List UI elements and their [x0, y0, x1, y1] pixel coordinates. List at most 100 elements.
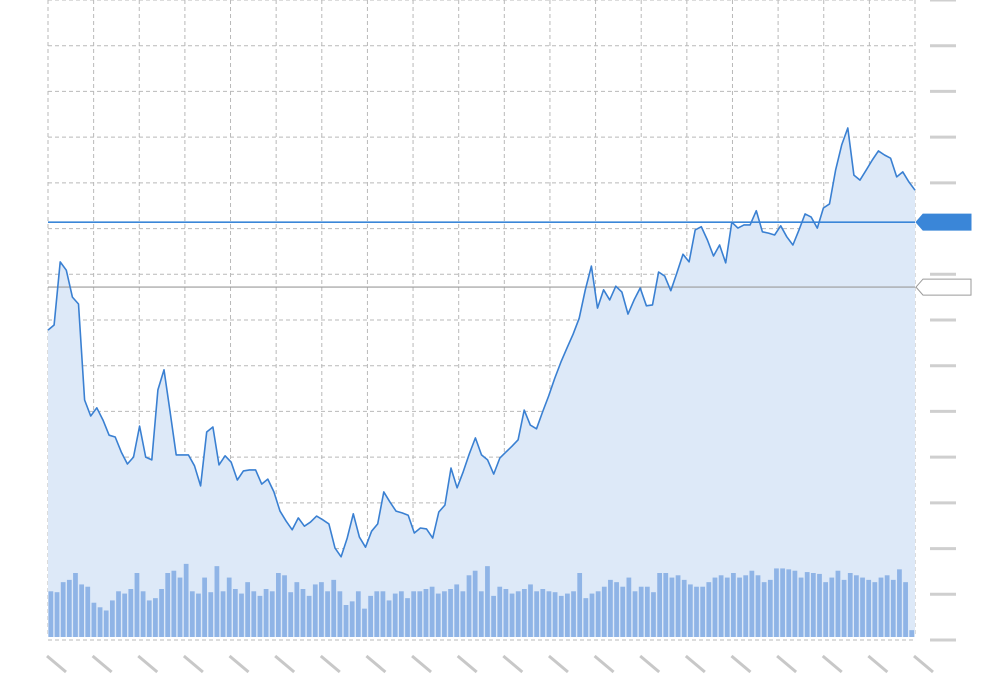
volume-bar [171, 570, 177, 637]
volume-bar [331, 579, 337, 637]
volume-bar [700, 586, 706, 637]
volume-bar [454, 584, 460, 637]
volume-bar [866, 579, 872, 637]
volume-bar [128, 589, 134, 637]
volume-bar [497, 586, 503, 637]
volume-bar [626, 577, 632, 637]
volume-bar [448, 589, 453, 637]
volume-bar [48, 591, 54, 637]
area [48, 128, 915, 637]
x-tick-mark [411, 654, 433, 674]
volume-bar [509, 593, 515, 637]
volume-bar [232, 589, 238, 637]
volume-bar [153, 598, 158, 637]
volume-bar [614, 582, 619, 637]
volume-bar [116, 591, 121, 637]
volume-bar [552, 592, 558, 637]
volume-bar [817, 573, 822, 637]
volume-bar [472, 570, 478, 637]
volume-bar [73, 573, 78, 637]
volume-bar [251, 591, 257, 637]
x-tick-mark [639, 654, 661, 674]
volume-bar [663, 573, 669, 637]
volume-bar [122, 593, 128, 637]
volume-bar [429, 586, 435, 637]
volume-bar [392, 593, 398, 637]
volume-bar [85, 586, 91, 637]
volume-bar [405, 598, 410, 637]
volume-bar [540, 589, 546, 637]
volume-bar [878, 577, 884, 637]
volume-bar [571, 591, 576, 637]
volume-bar [780, 568, 785, 637]
volume-bar [380, 591, 386, 637]
volume-bar [767, 579, 773, 637]
volume-bar [140, 591, 146, 637]
volume-bar [343, 605, 349, 637]
volume-bar [306, 595, 312, 637]
volume-bar [743, 575, 749, 637]
x-tick-mark [867, 654, 889, 674]
volume-bar [196, 593, 201, 637]
x-tick-mark [776, 654, 798, 674]
volume-bar [909, 630, 915, 637]
volume-bar [601, 586, 607, 637]
volume-bar [460, 591, 466, 637]
volume-bar [226, 577, 232, 637]
volume-bar [282, 575, 287, 637]
volume-bar [263, 589, 269, 637]
volume-bar [485, 566, 490, 637]
volume-bar [749, 570, 755, 637]
volume-bar [558, 595, 564, 637]
volume-bar [829, 577, 835, 637]
volume-bar [608, 579, 613, 637]
volume-bar [103, 610, 109, 637]
volume-bar [694, 586, 699, 637]
volume-bar [325, 591, 330, 637]
volume-bar [257, 595, 263, 637]
volume-bar [79, 584, 84, 637]
volume-bar [792, 570, 798, 637]
volume-bar [903, 582, 908, 637]
volume-bar [478, 591, 484, 637]
volume-bar [466, 575, 472, 637]
volume-bar [288, 592, 294, 637]
volume-bar [515, 591, 521, 637]
volume-bar [276, 573, 281, 637]
volume-bar [675, 575, 681, 637]
volume-bar [239, 593, 244, 637]
volume-bar [755, 575, 761, 637]
x-tick-mark [319, 654, 341, 674]
volume-bar [300, 589, 306, 637]
volume-bar [521, 589, 527, 637]
volume-bar [245, 582, 251, 637]
volume-bar [503, 589, 509, 637]
reference-tag [915, 213, 972, 231]
volume-bar [183, 563, 189, 637]
volume-bar [737, 577, 742, 637]
volume-bar [872, 582, 878, 637]
volume-bar [435, 593, 441, 637]
volume-bar [638, 586, 644, 637]
volume-bar [208, 592, 214, 637]
volume-bar [411, 591, 417, 637]
volume-bar [319, 582, 324, 637]
x-tick-mark [502, 654, 524, 674]
volume-bar [835, 570, 841, 637]
x-tick-mark [228, 654, 250, 674]
volume-bar [368, 595, 373, 637]
x-tick-mark [730, 654, 752, 674]
volume-bar [189, 591, 195, 637]
volume-bar [159, 589, 164, 637]
volume-bar [534, 591, 540, 637]
volume-bar [804, 572, 810, 637]
volume-bar [362, 608, 367, 637]
x-tick-mark [274, 654, 296, 674]
volume-bar [583, 598, 589, 637]
volume-bar [398, 591, 404, 637]
volume-bar [884, 575, 890, 637]
volume-bar [860, 577, 865, 637]
volume-bar [681, 579, 687, 637]
volume-bar [355, 591, 361, 637]
